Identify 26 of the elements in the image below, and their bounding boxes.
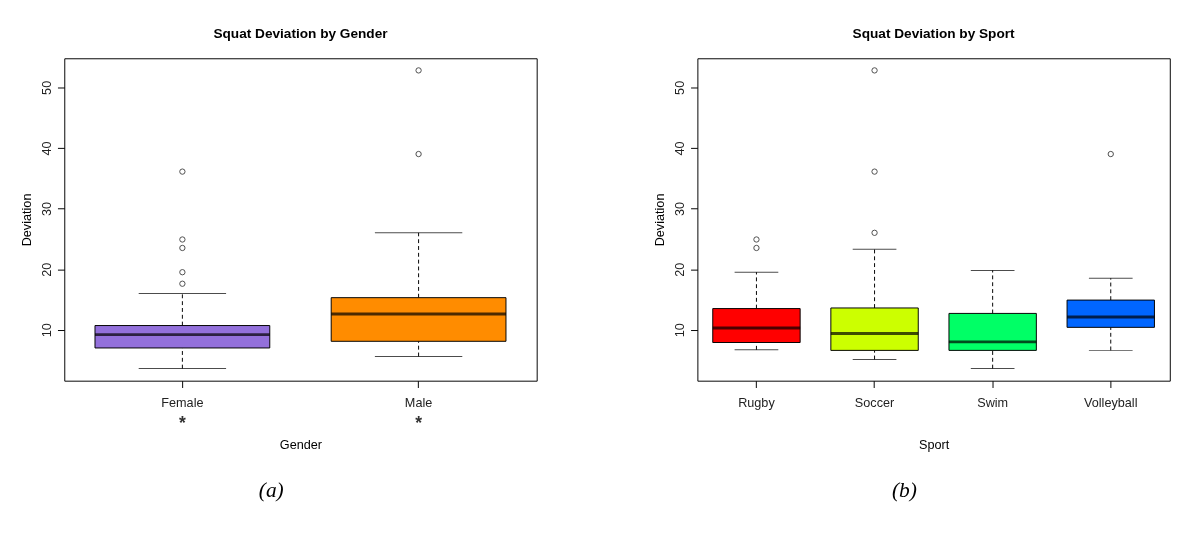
x-tick-label: Female bbox=[161, 396, 204, 411]
y-tick-label: 10 bbox=[673, 323, 688, 338]
y-tick-label: 20 bbox=[40, 262, 55, 277]
y-tick-label: 30 bbox=[673, 202, 688, 217]
x-tick-label: Soccer bbox=[854, 396, 895, 411]
y-tick-label: 20 bbox=[673, 262, 688, 277]
y-tick-label: 10 bbox=[40, 323, 55, 338]
x-axis-title: Sport bbox=[918, 438, 950, 453]
y-axis-title: Deviation bbox=[652, 193, 667, 247]
x-tick-label: Rugby bbox=[738, 396, 776, 411]
x-tick-label: Swim bbox=[977, 396, 1009, 411]
y-tick-label: 50 bbox=[40, 80, 55, 95]
y-tick-label: 30 bbox=[40, 202, 55, 217]
text: (b) bbox=[891, 477, 917, 502]
x-tick-label: Volleyball bbox=[1084, 396, 1138, 411]
text: * bbox=[178, 413, 186, 434]
chart-title: Squat Deviation by Sport bbox=[852, 25, 1016, 41]
text: * bbox=[415, 413, 423, 434]
y-tick-label: 50 bbox=[673, 80, 688, 95]
y-tick-label: 40 bbox=[40, 141, 55, 156]
y-axis-title: Deviation bbox=[19, 193, 34, 247]
x-tick-label: Male bbox=[404, 396, 433, 411]
y-tick-label: 40 bbox=[673, 141, 688, 156]
chart-title: Squat Deviation by Gender bbox=[213, 25, 389, 41]
x-axis-title: Gender bbox=[279, 438, 323, 453]
text: (a) bbox=[258, 477, 284, 502]
